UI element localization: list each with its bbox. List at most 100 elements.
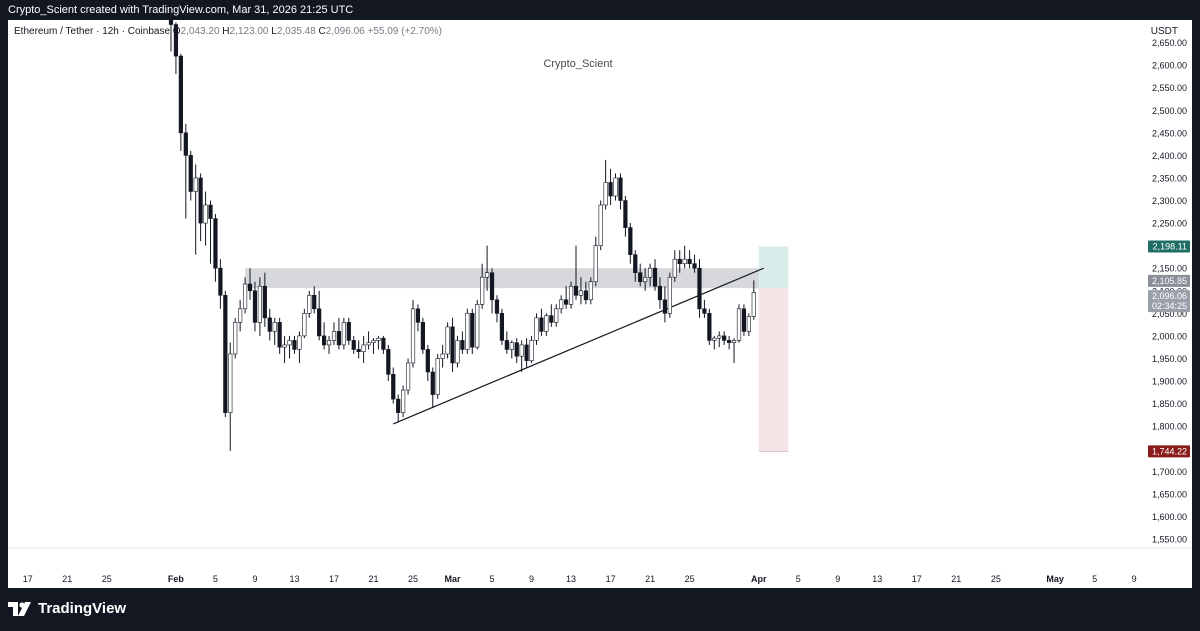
candle-body: [297, 335, 302, 350]
candle-body: [257, 285, 262, 323]
candle-body: [168, 20, 174, 25]
x-tick-label: 25: [991, 574, 1001, 584]
candle-body: [391, 373, 396, 400]
candle-body: [564, 299, 569, 305]
candle-body: [697, 267, 702, 310]
candle-body: [544, 315, 549, 332]
candle-body: [494, 299, 500, 314]
candle-body: [465, 313, 470, 350]
candle-body: [292, 340, 297, 350]
y-tick-label: 2,500.00: [1152, 106, 1187, 116]
candle-body: [554, 308, 559, 323]
candle-body: [480, 276, 485, 305]
candle-body: [218, 267, 223, 296]
candle-body: [188, 155, 193, 192]
chart-frame[interactable]: 1,550.001,600.001,650.001,700.001,750.00…: [8, 20, 1192, 588]
candle-body: [662, 299, 668, 314]
candles: [168, 20, 756, 451]
candle-body: [712, 337, 717, 341]
candle-body: [628, 227, 633, 255]
candle-body: [529, 340, 534, 362]
current-price-tag: 2,096.06: [1152, 291, 1187, 301]
currency-label[interactable]: USDT: [1150, 26, 1178, 37]
candle-body: [460, 340, 465, 350]
legend-symbol: Ethereum / Tether · 12h · Coinbase: [14, 26, 171, 37]
candle-body: [455, 340, 460, 364]
candle-body: [593, 245, 598, 283]
trendline: [393, 267, 764, 425]
candle-body: [193, 177, 198, 192]
candle-body: [267, 317, 272, 332]
candle-body: [608, 182, 613, 197]
candle-body: [396, 398, 401, 413]
candle-body: [450, 326, 455, 364]
candle-body: [262, 285, 267, 319]
y-tick-label: 2,550.00: [1152, 83, 1187, 93]
candle-body: [336, 331, 342, 346]
candle-body: [667, 276, 672, 314]
candle-body: [366, 342, 371, 346]
y-tick-label: 2,050.00: [1152, 309, 1187, 319]
x-tick-label: 17: [23, 574, 33, 584]
stop-price-tag-bg: [1148, 445, 1190, 458]
legend-close: C2,096.06: [318, 26, 365, 37]
candle-body: [302, 313, 307, 337]
candle-body: [331, 331, 337, 341]
resistance-zone: [245, 268, 759, 289]
y-tick-label: 2,000.00: [1152, 331, 1187, 341]
x-tick-label: 9: [529, 574, 534, 584]
x-tick-label: 17: [606, 574, 616, 584]
target-price-tag-bg: [1148, 240, 1190, 253]
candle-body: [386, 349, 391, 375]
tradingview-logo-icon: [8, 601, 32, 617]
legend-high: H2,123.00: [222, 26, 269, 37]
price-chart[interactable]: 1,550.001,600.001,650.001,700.001,750.00…: [8, 20, 1192, 588]
x-tick-label: 25: [408, 574, 418, 584]
candle-body: [519, 344, 524, 357]
candle-body: [573, 285, 579, 296]
candle-body: [317, 308, 322, 337]
candle-body: [341, 322, 346, 346]
x-tick-label: 9: [1132, 574, 1137, 584]
brand-bar: [0, 588, 1200, 631]
position-stop-zone: [758, 288, 789, 452]
candle-body: [559, 299, 564, 310]
candle-body: [751, 292, 756, 317]
axes: 1,550.001,600.001,650.001,700.001,750.00…: [8, 38, 1192, 584]
candle-body: [524, 344, 529, 362]
candle-body: [707, 313, 712, 341]
candle-body: [223, 294, 228, 413]
x-tick-label: 9: [252, 574, 257, 584]
candle-body: [410, 308, 416, 364]
candle-body: [692, 263, 697, 269]
current-price-tag-bg: [1148, 290, 1190, 313]
candle-body: [741, 308, 747, 332]
x-tick-label: 21: [645, 574, 655, 584]
y-tick-label: 2,300.00: [1152, 196, 1187, 206]
x-tick-label: 21: [368, 574, 378, 584]
x-tick-label: 13: [566, 574, 576, 584]
candle-body: [371, 340, 376, 343]
candle-body: [470, 313, 475, 348]
x-tick-label: 5: [490, 574, 495, 584]
y-tick-label: 1,850.00: [1152, 399, 1187, 409]
tradingview-brand[interactable]: TradingView: [8, 600, 126, 617]
candle-body: [203, 204, 208, 224]
candle-body: [233, 322, 238, 355]
y-tick-label: 1,650.00: [1152, 489, 1187, 499]
y-tick-label: 1,600.00: [1152, 512, 1187, 522]
candle-body: [746, 316, 751, 332]
candle-body: [440, 353, 445, 359]
candle-body: [499, 313, 505, 341]
candle-body: [247, 283, 253, 292]
zone-price-tag: 2,105.85: [1152, 276, 1187, 286]
x-tick-label: Mar: [445, 574, 462, 584]
candle-body: [736, 308, 742, 341]
candle-body: [583, 290, 588, 301]
candle-body: [514, 342, 519, 357]
x-tick-label: Apr: [751, 574, 767, 584]
candle-body: [208, 204, 213, 219]
candle-body: [484, 272, 490, 278]
candle-body: [213, 218, 218, 269]
x-tick-label: 17: [329, 574, 339, 584]
